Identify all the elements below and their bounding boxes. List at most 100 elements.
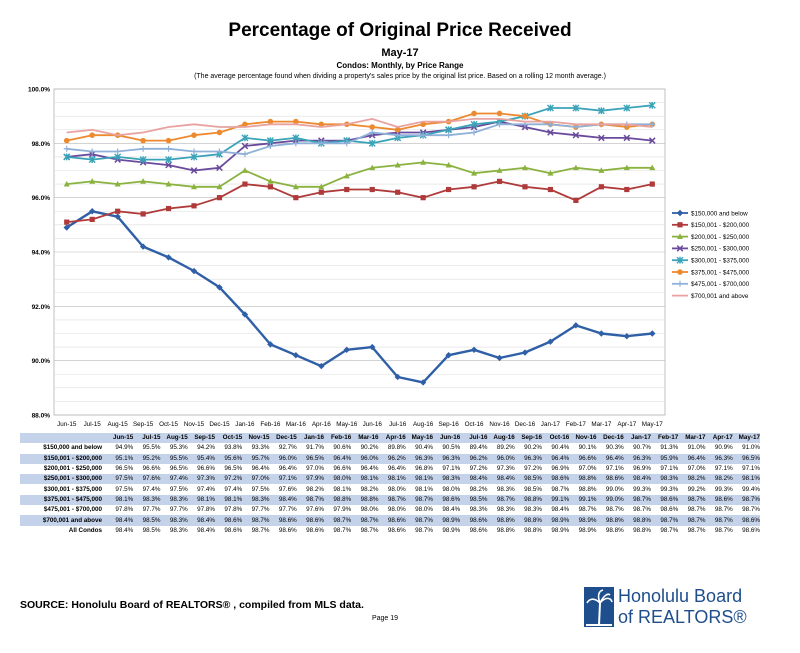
table-cell: 96.8% (415, 465, 433, 473)
data-point (140, 211, 146, 217)
table-cell: 96.4% (324, 453, 352, 464)
data-point (445, 161, 452, 168)
table-cell: 96.5% (296, 453, 324, 464)
table-header-cell: Oct-16 (542, 433, 570, 444)
legend-label: $300,001 - $375,000 (691, 258, 750, 265)
data-point (165, 145, 172, 152)
table-header-cell: Feb-17 (651, 433, 679, 444)
data-point (63, 180, 70, 187)
table-cell: 98.8% (596, 515, 624, 526)
row-label: $250,001 - $300,000 (20, 474, 106, 485)
table-row: $150,001 - $200,000 95.1% 95.2% 95.5% 95.4% 9… (20, 453, 760, 464)
data-point (165, 137, 172, 144)
table-header-cell: Mar-16 (351, 433, 379, 444)
table-cell: 98.0% (387, 485, 406, 493)
x-tick-label: Jan-16 (235, 421, 255, 428)
table-cell: 97.1% (660, 465, 679, 473)
data-point (63, 145, 70, 152)
row-label: $475,001 - $700,000 (43, 506, 102, 514)
x-tick-label: Feb-16 (260, 421, 280, 428)
y-tick-label: 98.0% (32, 141, 51, 148)
table-cell: 98.7% (578, 506, 597, 514)
data-point (369, 186, 375, 193)
legend-marker (676, 245, 684, 252)
x-tick-label: Aug-15 (107, 421, 128, 428)
data-point (496, 121, 503, 128)
table-cell: 98.6% (705, 494, 733, 506)
data-point (623, 134, 631, 142)
table-cell: 98.9% (433, 515, 461, 526)
data-point (521, 349, 529, 356)
data-point (267, 143, 274, 150)
table-cell: 97.4% (224, 485, 243, 493)
data-point (88, 208, 96, 215)
table-cell: 98.7% (651, 515, 679, 526)
table-header-cell: Jan-17 (623, 433, 651, 444)
legend-label: $150,000 and below (691, 210, 748, 217)
table-cell: 98.1% (187, 494, 215, 506)
table-cell: 90.2% (524, 444, 542, 452)
table-cell: 95.4% (187, 453, 215, 464)
data-point (597, 107, 605, 115)
table-cell: 98.7% (687, 526, 706, 534)
x-tick-label: Jun-16 (363, 421, 383, 428)
table-header-cell: Jun-15 (106, 433, 134, 444)
data-point (64, 219, 70, 225)
table-cell: 97.7% (278, 506, 297, 514)
data-point (89, 216, 95, 222)
table-cell: 96.4% (387, 465, 406, 473)
data-point (343, 172, 350, 179)
data-point (496, 167, 503, 173)
table-cell: 98.7% (405, 515, 433, 526)
table-cell: 98.5% (514, 474, 542, 485)
data-point (115, 208, 121, 214)
table-cell: 90.5% (442, 444, 461, 452)
table-cell: 98.3% (133, 494, 161, 506)
x-tick-label: Dec-16 (515, 421, 536, 428)
data-point (445, 132, 452, 139)
table-cell: 90.4% (415, 444, 433, 452)
data-point (63, 137, 70, 144)
table-cell: 98.7% (415, 526, 433, 534)
table-cell: 98.3% (469, 506, 488, 514)
table-cell: 98.5% (133, 515, 161, 526)
table-cell: 98.9% (542, 515, 570, 526)
data-point (546, 104, 554, 112)
table-cell: 99.0% (605, 485, 624, 493)
logo-line2: of REALTORS® (618, 607, 747, 627)
line-chart: 88.0% 90.0% 92.0% 94.0% 96.0% 98.0% 100.0% Jun-… (28, 87, 750, 429)
chart-period: May-17 (381, 47, 419, 59)
table-cell: 96.4% (251, 465, 270, 473)
table-cell: 98.6% (269, 515, 297, 526)
table-cell: 96.0% (487, 453, 515, 464)
table-cell: 95.2% (133, 453, 161, 464)
table-cell: 96.2% (460, 453, 488, 464)
x-tick-label: Apr-16 (312, 421, 331, 428)
data-point (522, 184, 528, 190)
data-point (471, 170, 478, 176)
table-cell: 98.6% (215, 515, 243, 526)
data-point (139, 243, 147, 250)
legend-marker (677, 280, 683, 287)
data-point (369, 124, 376, 130)
row-label: $200,001 - $250,000 (43, 465, 102, 473)
table-header-cell: Jun-16 (433, 433, 461, 444)
data-point (470, 346, 478, 353)
data-point (623, 164, 630, 171)
x-tick-label: Nov-16 (489, 421, 510, 428)
table-cell: 90.2% (360, 444, 379, 452)
table-cell: 98.8% (524, 526, 542, 534)
table-cell: 98.9% (442, 526, 461, 534)
table-cell: 96.5% (224, 465, 243, 473)
table-cell: 98.4% (623, 474, 651, 485)
table-cell: 98.7% (678, 494, 706, 506)
series-line (66, 161, 653, 188)
table-cell: 96.4% (596, 453, 624, 464)
legend-marker (677, 222, 683, 228)
table-cell: 98.7% (360, 526, 379, 534)
table-cell: 98.8% (351, 494, 379, 506)
table-cell: 98.1% (378, 474, 406, 485)
series-line (66, 180, 653, 223)
table-cell: 97.2% (524, 465, 542, 473)
table-cell: 97.1% (714, 465, 733, 473)
